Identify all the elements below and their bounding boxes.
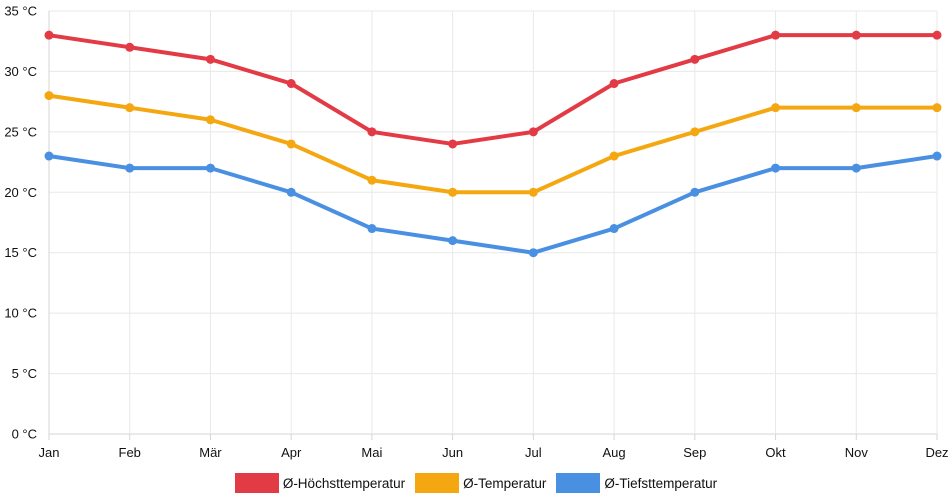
legend-label-temperatur: Ø-Temperatur <box>463 475 547 491</box>
x-tick-label: Aug <box>603 445 626 460</box>
data-point <box>851 103 861 113</box>
y-tick-label: 35 °C <box>4 4 37 19</box>
legend-item-tiefsttemperatur[interactable]: Ø-Tiefsttemperatur <box>556 473 717 493</box>
data-point <box>205 54 215 64</box>
x-tick-label: Apr <box>281 445 302 460</box>
series-2 <box>44 151 942 258</box>
data-point <box>690 187 700 197</box>
data-point <box>448 139 458 149</box>
data-point <box>528 187 538 197</box>
data-point <box>125 163 135 173</box>
data-point <box>771 30 781 40</box>
data-point <box>367 224 377 234</box>
axis-layer: 0 °C 5 °C 10 °C 15 °C 20 °C 25 °C 30 °C 35 °C Ja… <box>4 4 948 461</box>
data-point <box>205 115 215 125</box>
legend-label-tiefsttemperatur: Ø-Tiefsttemperatur <box>604 475 718 491</box>
series-layer <box>44 30 942 258</box>
x-tick-label: Mai <box>361 445 382 460</box>
y-tick-label: 20 °C <box>4 185 37 200</box>
data-point <box>771 103 781 113</box>
y-tick-label: 10 °C <box>4 306 37 321</box>
legend-item-temperatur[interactable]: Ø-Temperatur <box>415 473 546 493</box>
data-point <box>44 151 54 161</box>
data-point <box>932 151 942 161</box>
grid-layer <box>48 10 938 440</box>
data-point <box>125 103 135 113</box>
data-point <box>851 30 861 40</box>
data-point <box>286 187 296 197</box>
series-line <box>47 154 939 255</box>
y-tick-label: 0 °C <box>12 427 37 442</box>
series-1 <box>44 91 942 197</box>
x-tick-label: Feb <box>119 445 141 460</box>
legend-swatch-tiefsttemperatur <box>556 473 601 493</box>
y-tick-label: 5 °C <box>12 366 37 381</box>
data-point <box>448 236 458 246</box>
x-tick-label: Sep <box>683 445 706 460</box>
data-point <box>205 163 215 173</box>
x-tick-label: Dez <box>925 445 948 460</box>
data-point <box>932 103 942 113</box>
y-tick-label: 25 °C <box>4 124 37 139</box>
data-point <box>609 79 619 89</box>
x-tick-label: Okt <box>765 445 786 460</box>
legend-item-hoechsttemperatur[interactable]: Ø-Höchsttemperatur <box>234 473 406 493</box>
data-point <box>851 163 861 173</box>
data-point <box>367 175 377 185</box>
legend-label-hoechsttemperatur: Ø-Höchsttemperatur <box>282 475 406 491</box>
x-tick-label: Nov <box>845 445 869 460</box>
y-tick-label: 30 °C <box>4 64 37 79</box>
legend-swatch-hoechsttemperatur <box>234 473 279 493</box>
data-point <box>44 91 54 101</box>
data-point <box>286 79 296 89</box>
x-tick-label: Mär <box>199 445 222 460</box>
data-point <box>528 127 538 137</box>
series-0 <box>44 30 942 149</box>
data-point <box>286 139 296 149</box>
data-point <box>367 127 377 137</box>
data-point <box>609 224 619 234</box>
data-point <box>771 163 781 173</box>
data-point <box>609 151 619 161</box>
x-tick-label: Jul <box>525 445 542 460</box>
chart-canvas: 0 °C 5 °C 10 °C 15 °C 20 °C 25 °C 30 °C 35 °C Ja… <box>4 4 948 461</box>
legend-swatch-temperatur <box>415 473 460 493</box>
data-point <box>528 248 538 258</box>
series-line <box>47 33 939 146</box>
data-point <box>44 30 54 40</box>
data-point <box>932 30 942 40</box>
chart-legend: Ø-Höchsttemperatur Ø-Temperatur Ø-Tiefst… <box>0 471 952 495</box>
data-point <box>125 42 135 52</box>
x-tick-label: Jan <box>39 445 60 460</box>
x-tick-label: Jun <box>442 445 463 460</box>
series-line <box>47 93 939 195</box>
data-point <box>690 127 700 137</box>
data-point <box>690 54 700 64</box>
y-tick-label: 15 °C <box>4 245 37 260</box>
data-point <box>448 187 458 197</box>
